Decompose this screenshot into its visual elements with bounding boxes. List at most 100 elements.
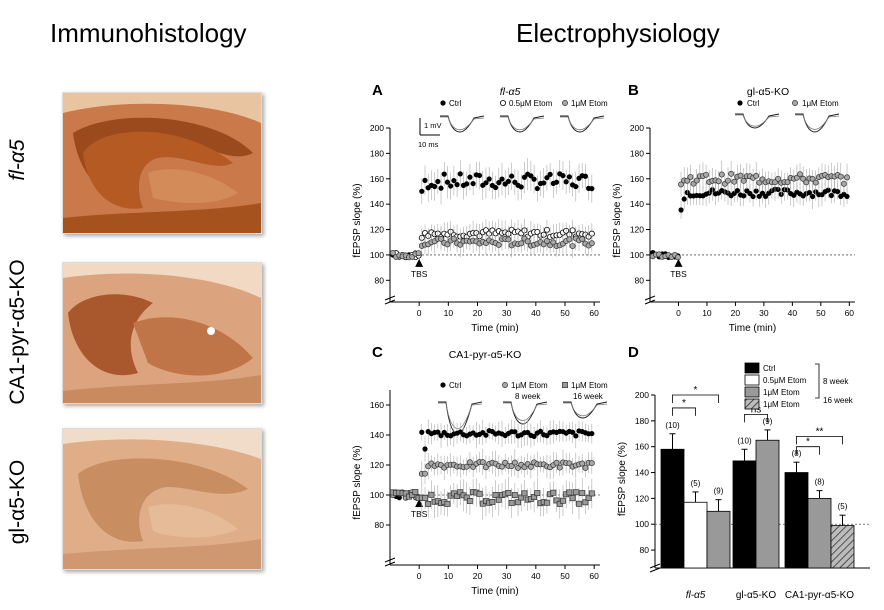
data-point: [438, 433, 444, 439]
data-point: [588, 490, 595, 497]
data-point: [741, 193, 747, 199]
legend-marker: [562, 382, 568, 388]
legend-brace: [815, 363, 820, 399]
n-label: (10): [665, 421, 680, 430]
legend-sub-label: 16 week: [573, 392, 604, 401]
data-point: [454, 182, 460, 188]
data-point: [527, 463, 534, 470]
data-point: [560, 497, 566, 504]
data-point: [492, 491, 499, 498]
data-point: [476, 172, 483, 179]
data-point: [844, 174, 850, 181]
group-label: gl-α5-KO: [736, 590, 776, 601]
x-tick-label: 10: [444, 571, 454, 581]
legend-label: 1μM Etom: [571, 99, 608, 108]
data-point: [582, 173, 589, 179]
x-tick-label: 50: [560, 571, 570, 581]
axis-break: [384, 557, 396, 567]
x-tick-label: 60: [845, 308, 855, 318]
bar: [784, 472, 809, 569]
x-axis-label: Time (min): [471, 586, 518, 597]
data-point: [470, 180, 476, 187]
data-point: [438, 235, 444, 242]
data-point: [419, 429, 425, 435]
data-point: [553, 459, 560, 466]
y-tick-label: 140: [635, 468, 649, 478]
data-point: [837, 173, 844, 180]
trace-A3-b: [560, 116, 605, 131]
data-point: [588, 460, 595, 467]
legend-sub-label: 8 week: [515, 392, 541, 401]
group-label: CA1-pyr-α5-KO: [785, 590, 854, 601]
data-point: [715, 178, 722, 185]
y-tick-label: 180: [635, 416, 649, 426]
legend-label: 1μM Etom: [763, 400, 800, 409]
data-point: [483, 432, 489, 438]
data-point: [521, 490, 528, 497]
panel-C: C 80 100 120 140 160 0 10 20 30 40 50 60 Time (min) fE…: [352, 344, 600, 597]
data-point: [753, 172, 760, 179]
bar: [732, 460, 757, 569]
data-point: [438, 185, 444, 191]
legend-label: 0.5μM Etom: [763, 376, 807, 385]
data-point: [544, 175, 550, 181]
y-axis-label: fEPSP slope (%): [352, 183, 363, 257]
trace-C3-b: [563, 402, 608, 417]
data-point: [466, 459, 473, 466]
data-point: [775, 175, 782, 182]
data-point: [537, 428, 544, 434]
data-point: [499, 463, 505, 470]
data-point: [518, 240, 525, 247]
y-tick-label: 100: [370, 250, 384, 260]
data-point: [422, 177, 428, 183]
y-axis-label: fEPSP slope (%): [617, 442, 628, 516]
legend-note: 8 week: [823, 377, 849, 386]
data-point: [435, 429, 441, 435]
data-point: [803, 179, 810, 186]
data-point: [505, 490, 512, 496]
y-tick-label: 100: [635, 519, 649, 529]
y-tick-label: 200: [630, 123, 644, 133]
data-point: [509, 173, 515, 179]
trace-A1-b: [440, 116, 485, 131]
data-point: [550, 489, 557, 496]
data-point: [531, 176, 537, 182]
data-point: [589, 186, 595, 192]
x-tick-label: 20: [731, 308, 741, 318]
sig-bracket-2-label: *: [694, 385, 698, 396]
y-tick-label: 200: [635, 390, 649, 400]
panel-A: A 80 100 120 140 160 180 200 0 10 20 30 40 50 60 Time (…: [352, 82, 600, 334]
data-point: [678, 207, 684, 213]
data-point: [463, 463, 470, 470]
data-point: [479, 459, 486, 466]
data-point: [432, 183, 438, 190]
panel-letter: D: [628, 344, 639, 361]
y-tick-label: 120: [370, 225, 384, 235]
x-tick-label: 50: [560, 308, 570, 318]
x-axis-label: Time (min): [729, 323, 776, 334]
y-tick-label: 160: [370, 400, 384, 410]
legend-swatch: [744, 374, 760, 386]
y-tick-label: 100: [630, 250, 644, 260]
data-point: [740, 177, 747, 184]
legend-label: 1μM Etom: [511, 381, 548, 390]
legend-label: 1μM Etom: [571, 381, 608, 390]
axis-break: [384, 295, 396, 305]
data-point: [556, 500, 563, 507]
data-point: [588, 240, 595, 247]
y-tick-label: 160: [630, 174, 644, 184]
data-point: [725, 177, 731, 184]
data-point: [489, 498, 496, 505]
data-point: [492, 184, 499, 191]
tbs-label: TBS: [411, 509, 428, 519]
data-point: [505, 178, 512, 184]
data-point: [844, 193, 850, 200]
trace-C1-b: [438, 402, 483, 430]
data-point: [753, 188, 759, 194]
data-point: [444, 241, 451, 248]
data-point: [553, 497, 560, 504]
bar: [755, 439, 780, 569]
panel-A-legend: fl-α5 Ctrl 0.5μM Etom 1μM Etom 1 mV 10 ms: [418, 86, 608, 149]
y-tick-label: 140: [370, 199, 384, 209]
